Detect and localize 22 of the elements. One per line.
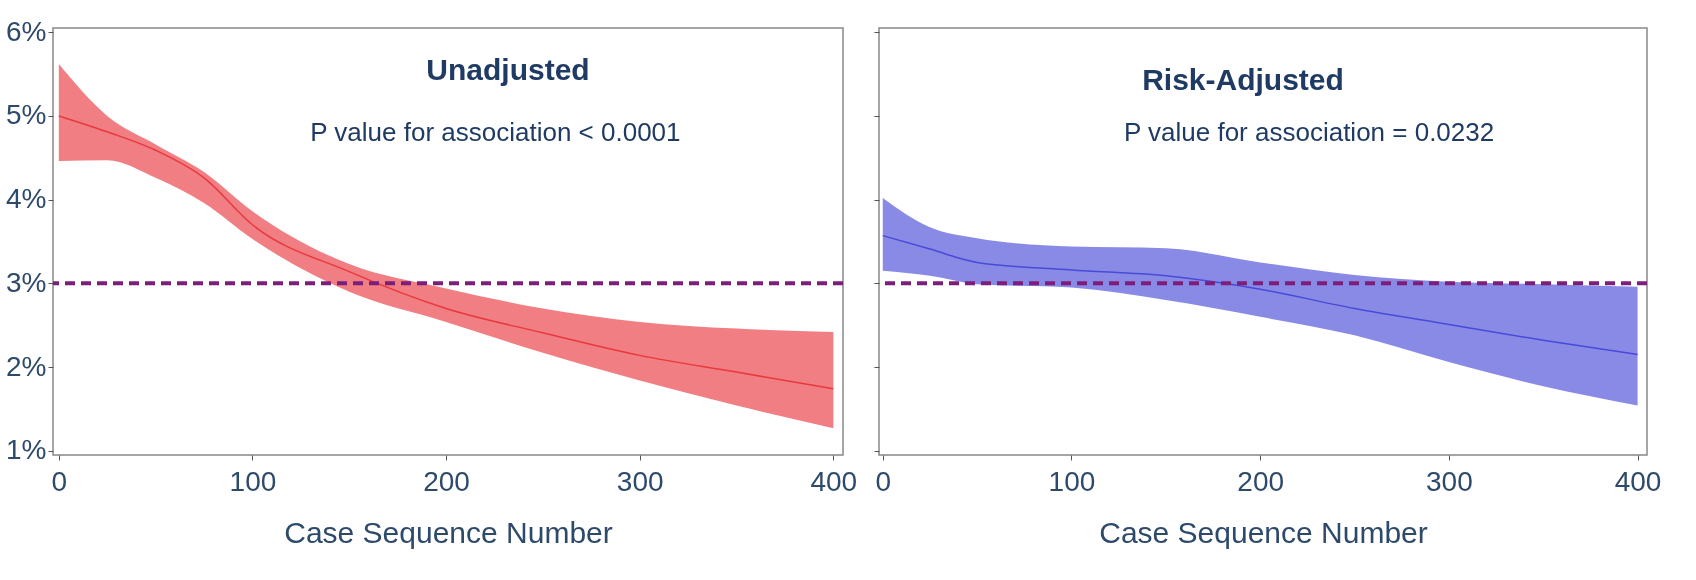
x-axis-title: Case Sequence Number <box>1099 515 1428 549</box>
y-tick-label: 3% <box>6 266 47 298</box>
x-tick-label: 400 <box>1614 465 1662 497</box>
x-tick-label: 100 <box>1048 465 1096 497</box>
annotation: P value for association < 0.0001 <box>310 117 681 147</box>
text: Risk-Adjusted <box>1142 63 1344 96</box>
y-tick-label: 4% <box>6 183 47 215</box>
x-tick-label: 300 <box>616 465 664 497</box>
y-tick-label: 2% <box>6 350 47 382</box>
x-axis-title: Case Sequence Number <box>284 515 613 549</box>
x-tick-label: 300 <box>1426 465 1473 497</box>
annotation: P value for association = 0.0232 <box>1123 117 1495 147</box>
x-tick-label: 0 <box>875 465 892 497</box>
y-tick-label: 1% <box>6 434 47 466</box>
x-tick-label: 200 <box>423 465 470 497</box>
x-tick-label: 400 <box>810 465 858 497</box>
y-tick-label: 6% <box>6 15 47 47</box>
y-tick-label: 5% <box>6 99 47 131</box>
text: Unadjusted <box>426 53 590 87</box>
x-tick-label: 0 <box>51 465 68 497</box>
x-tick-label: 200 <box>1237 465 1285 497</box>
x-tick-label: 100 <box>229 465 277 497</box>
